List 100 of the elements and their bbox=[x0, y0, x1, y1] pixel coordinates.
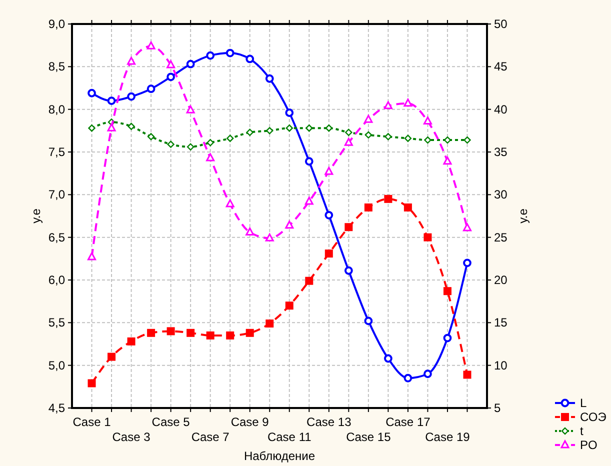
point bbox=[304, 196, 314, 205]
x-tick-label: Case 17 bbox=[386, 415, 431, 429]
point bbox=[147, 328, 156, 337]
point bbox=[384, 101, 392, 110]
point bbox=[146, 41, 156, 50]
point bbox=[266, 320, 274, 328]
point bbox=[404, 203, 412, 212]
point bbox=[186, 60, 195, 68]
y-tick-label: 8,5 bbox=[48, 60, 66, 74]
point bbox=[226, 199, 234, 208]
point bbox=[404, 98, 412, 107]
point bbox=[304, 157, 314, 166]
point bbox=[246, 54, 254, 64]
y2-tick-label: 50 bbox=[494, 17, 508, 31]
point bbox=[344, 223, 353, 232]
y-tick-label: 7,0 bbox=[48, 188, 66, 202]
point bbox=[384, 133, 392, 140]
point bbox=[127, 56, 136, 65]
y2-tick-label: 15 bbox=[494, 316, 508, 330]
point bbox=[265, 233, 274, 242]
point bbox=[285, 108, 294, 117]
point bbox=[424, 370, 432, 378]
point bbox=[443, 334, 452, 342]
point bbox=[444, 136, 452, 144]
point bbox=[246, 227, 254, 236]
point bbox=[423, 116, 432, 125]
x-tick-label: Case 3 bbox=[112, 430, 151, 444]
point bbox=[286, 124, 293, 132]
point bbox=[206, 153, 215, 162]
y2-tick-label: 30 bbox=[494, 188, 508, 202]
point bbox=[285, 220, 294, 229]
y-tick-label: 5,0 bbox=[48, 358, 66, 372]
point bbox=[167, 140, 174, 148]
point bbox=[364, 114, 373, 123]
point bbox=[384, 354, 392, 363]
y2-tick-label: 20 bbox=[494, 273, 508, 287]
y2-tick-label: 40 bbox=[494, 102, 508, 116]
point bbox=[443, 287, 452, 296]
point bbox=[186, 105, 195, 114]
y-tick-label: 9,0 bbox=[48, 17, 66, 31]
point bbox=[146, 84, 156, 94]
point bbox=[344, 266, 353, 275]
y2-tick-label: 25 bbox=[494, 230, 508, 244]
legend-label: СОЭ bbox=[580, 410, 607, 424]
y-tick-label: 5,5 bbox=[48, 316, 66, 330]
point bbox=[324, 250, 333, 258]
point bbox=[324, 210, 334, 220]
point bbox=[364, 316, 373, 326]
point bbox=[462, 223, 472, 232]
y2-tick-label: 10 bbox=[494, 358, 508, 372]
point bbox=[186, 328, 195, 337]
point bbox=[107, 123, 116, 132]
y-tick-label: 4,5 bbox=[48, 401, 66, 415]
point bbox=[226, 331, 234, 340]
x-axis-title: Наблюдение bbox=[244, 449, 316, 463]
x-tick-label: Case 9 bbox=[230, 415, 270, 429]
point bbox=[364, 131, 372, 139]
x-tick-label: Case 13 bbox=[306, 415, 352, 429]
point bbox=[127, 92, 136, 101]
y2-tick-label: 35 bbox=[494, 145, 508, 159]
point bbox=[345, 128, 352, 136]
point bbox=[88, 252, 96, 260]
x-tick-label: Case 1 bbox=[72, 415, 112, 429]
point bbox=[88, 379, 96, 388]
point bbox=[325, 124, 333, 132]
x-tick-label: Case 5 bbox=[152, 415, 190, 429]
point bbox=[147, 133, 155, 140]
y-tick-label: 6,0 bbox=[48, 273, 66, 287]
y-axis-title: у.е bbox=[29, 208, 43, 224]
point bbox=[285, 302, 294, 310]
point bbox=[424, 136, 432, 144]
point bbox=[265, 74, 274, 83]
point bbox=[127, 337, 136, 346]
point bbox=[206, 331, 214, 340]
legend-label: t bbox=[580, 424, 584, 438]
point bbox=[266, 127, 274, 134]
point bbox=[344, 138, 353, 146]
point bbox=[128, 122, 135, 130]
point bbox=[463, 370, 472, 379]
point bbox=[305, 276, 314, 285]
x-tick-label: Case 19 bbox=[425, 430, 470, 444]
y2-tick-label: 5 bbox=[494, 401, 501, 415]
point bbox=[108, 352, 116, 361]
point bbox=[226, 134, 234, 142]
legend-label: PO bbox=[580, 438, 598, 452]
point bbox=[246, 328, 254, 337]
point bbox=[206, 139, 214, 146]
y2-tick-label: 45 bbox=[494, 60, 508, 74]
point bbox=[166, 72, 176, 82]
point bbox=[186, 143, 194, 150]
legend-label: L bbox=[580, 396, 587, 410]
y-tick-label: 8,0 bbox=[48, 102, 66, 116]
point bbox=[306, 124, 313, 132]
y2-axis-title: у.е bbox=[516, 208, 530, 224]
point bbox=[364, 203, 372, 212]
point bbox=[88, 124, 96, 132]
point bbox=[324, 166, 334, 175]
point bbox=[246, 128, 254, 136]
y-tick-label: 7,5 bbox=[48, 145, 66, 159]
x-tick-label: Case 15 bbox=[346, 430, 392, 444]
